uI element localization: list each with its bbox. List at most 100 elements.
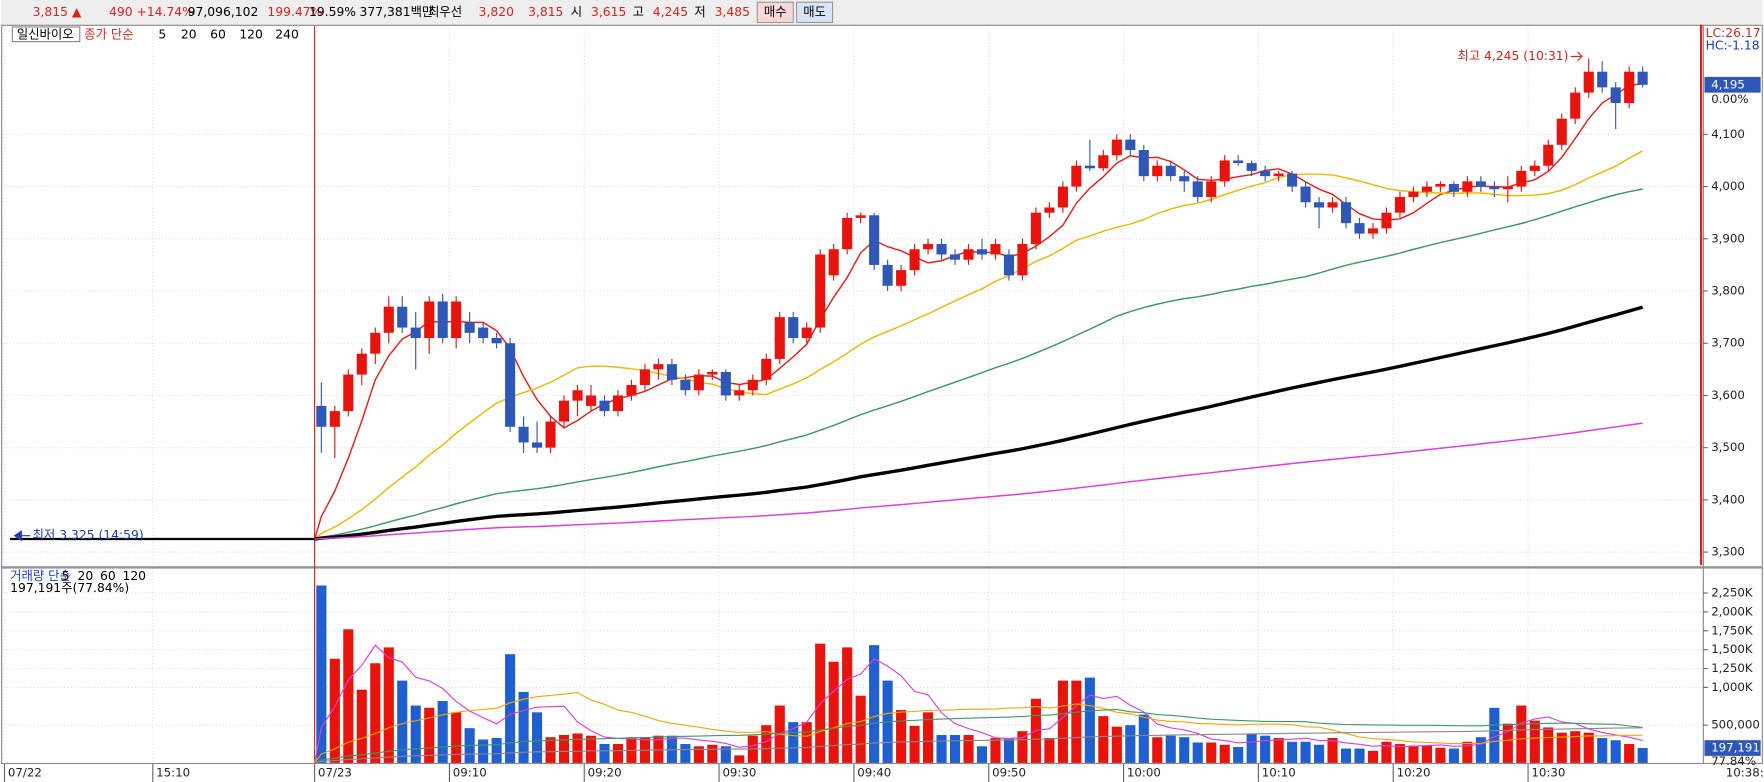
candle-body: [855, 215, 866, 218]
volume-tick-label: 1,250K: [1711, 661, 1753, 675]
y-tick-label: 3,500: [1711, 440, 1745, 454]
candle-body: [1044, 207, 1055, 213]
volume-bar: [1340, 748, 1352, 763]
candle-body: [451, 301, 462, 339]
name-box: [11, 26, 81, 43]
candle-body: [1583, 71, 1594, 93]
volume-bar: [1556, 732, 1567, 763]
moving-average: [314, 305, 1644, 541]
x-tick-label: 09:20: [588, 766, 622, 780]
volume-bar: [410, 705, 421, 763]
candle-body: [747, 379, 758, 391]
x-tick-label: 10:30: [1531, 766, 1565, 780]
volume-bar: [383, 647, 394, 763]
volume-bar: [869, 645, 880, 763]
volume-bar: [1071, 680, 1082, 763]
volume-bar: [1111, 726, 1122, 763]
volume-bar: [599, 744, 610, 763]
candle-body: [639, 369, 650, 386]
volume-bar: [1287, 741, 1298, 763]
candle-body: [1071, 165, 1082, 187]
last-pct: 0.00%: [1711, 92, 1748, 106]
volume: 97,096,102: [188, 5, 259, 19]
candle-body: [1529, 165, 1540, 171]
candle-body: [1030, 212, 1041, 245]
candle-body: [1057, 186, 1068, 208]
candle-body: [1354, 223, 1365, 234]
volume-bar: [1314, 744, 1325, 763]
ma-legend: 60: [210, 27, 226, 41]
volume-tick-label: 500,000: [1711, 718, 1760, 732]
volume-info: 197,191주(77.84%): [10, 581, 129, 595]
y-tick-label: 3,900: [1711, 231, 1745, 245]
y-tick-label: 4,100: [1711, 127, 1745, 141]
candle-body: [424, 301, 435, 339]
candle-body: [1125, 139, 1136, 151]
low-arrow: [13, 530, 31, 542]
volume-bar: [842, 647, 853, 763]
volume-bar: [1003, 737, 1015, 763]
sell-label[interactable]: 매도: [803, 5, 826, 19]
volume-bar: [356, 689, 367, 763]
candle-body: [1138, 150, 1149, 177]
candle-body: [410, 327, 421, 339]
volume-bar: [532, 712, 543, 763]
volume-bar: [1394, 744, 1406, 763]
volume-bar: [424, 707, 435, 763]
volume-bar: [1408, 745, 1419, 763]
volume-ma: [314, 644, 1643, 764]
moving-average: [314, 422, 1643, 540]
volume-bar: [1273, 737, 1284, 763]
best-label: 최우선: [428, 5, 462, 19]
candle-body: [545, 421, 556, 448]
volume-bar: [828, 661, 839, 763]
candle-body: [1233, 160, 1244, 164]
best-ask: 3,820: [479, 5, 514, 19]
candle-body: [626, 385, 637, 396]
candle-body: [1327, 202, 1338, 208]
candle-body: [1206, 181, 1217, 198]
volume-bar: [1529, 720, 1540, 763]
candle-body: [1408, 191, 1419, 198]
sell-button[interactable]: [796, 1, 834, 24]
candle-body: [1624, 71, 1635, 104]
candle-body: [1111, 139, 1122, 156]
volume-bar: [1448, 748, 1459, 763]
volume-bar: [1165, 735, 1176, 763]
y-tick-label: 3,400: [1711, 492, 1745, 506]
volume-bar: [761, 725, 772, 763]
volume-bar: [478, 739, 489, 763]
volume-bar: [1300, 741, 1311, 763]
last-volume: 197,191: [1711, 741, 1760, 755]
low: 3,485: [715, 5, 750, 19]
buy-button[interactable]: [756, 1, 794, 24]
y-tick-label: 3,600: [1711, 388, 1745, 402]
candle-body: [505, 343, 516, 427]
x-tick-label: 07/23: [318, 766, 352, 780]
candle-body: [882, 264, 893, 286]
volume-bar: [437, 700, 448, 763]
y-tick-label: 4,000: [1711, 179, 1745, 193]
top-bar: [1, 0, 1763, 25]
candle-body: [842, 217, 853, 250]
volume-bar: [720, 746, 731, 763]
candle-body: [1516, 170, 1527, 187]
price: 3,815 ▲: [33, 5, 82, 19]
candle-body: [1084, 165, 1095, 169]
candle-body: [963, 249, 974, 260]
candle-body: [693, 374, 704, 391]
volume-bar: [1435, 747, 1446, 763]
candle-body: [1475, 181, 1486, 187]
x-tick-label: 10:00: [1127, 766, 1161, 780]
volume-bar: [451, 712, 462, 763]
y-tick-label: 3,300: [1711, 545, 1745, 559]
candle-body: [1179, 176, 1190, 182]
buy-label[interactable]: 매수: [764, 5, 787, 19]
candle-body: [1165, 165, 1176, 177]
volume-bar: [370, 663, 381, 763]
candle-body: [1098, 155, 1109, 169]
volume-bar: [976, 746, 988, 763]
ma-legend: 5: [158, 27, 166, 41]
candle-body: [1314, 202, 1325, 208]
